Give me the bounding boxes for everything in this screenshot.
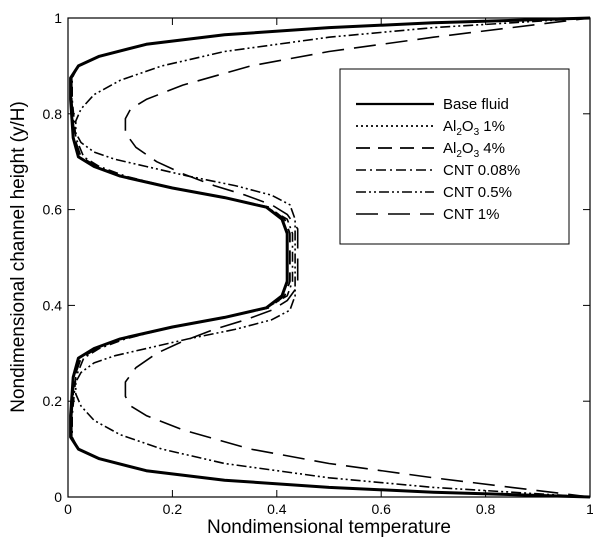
series-line-3 — [70, 17, 591, 498]
legend-label-6: CNT 1% — [443, 206, 499, 223]
x-tick-label: 0.8 — [476, 501, 496, 517]
legend-label-1: Base fluid — [443, 96, 509, 113]
y-tick-label: 0 — [54, 489, 62, 505]
x-tick-label: 0.2 — [163, 501, 183, 517]
series-line-6 — [124, 17, 591, 498]
x-tick-label: 0.6 — [371, 501, 391, 517]
y-tick-label: 0.8 — [43, 106, 63, 122]
x-tick-label: 0 — [64, 501, 72, 517]
legend-label-4: CNT 0.08% — [443, 162, 520, 179]
plot-frame — [67, 17, 591, 498]
series-line-5 — [75, 17, 591, 498]
legend-label-3: Al2O3 4% — [443, 140, 505, 160]
axis-ticks: 0 0.2 0.4 0.6 0.8 1 0 0.2 0.4 0.6 0.8 1 — [43, 10, 593, 517]
x-tick-label: 1 — [586, 501, 593, 517]
legend: Base fluid Al2O3 1%Al2O3 4% CNT 0.08% CNT 0… — [339, 68, 570, 245]
series-line-4 — [71, 17, 591, 498]
x-axis-title: Nondimensional temperature — [207, 517, 451, 538]
plot-curves — [69, 16, 591, 499]
legend-label-5: CNT 0.5% — [443, 184, 512, 201]
y-axis-title: Nondimensional channel height (y/H) — [8, 101, 29, 413]
y-tick-label: 0.4 — [43, 297, 63, 313]
x-tick-label: 0.4 — [267, 501, 287, 517]
y-tick-label: 0.2 — [43, 393, 63, 409]
legend-box — [339, 68, 570, 245]
y-tick-label: 0.6 — [43, 202, 63, 218]
legend-label-2: Al2O3 1% — [443, 118, 505, 138]
y-tick-label: 1 — [54, 10, 62, 26]
